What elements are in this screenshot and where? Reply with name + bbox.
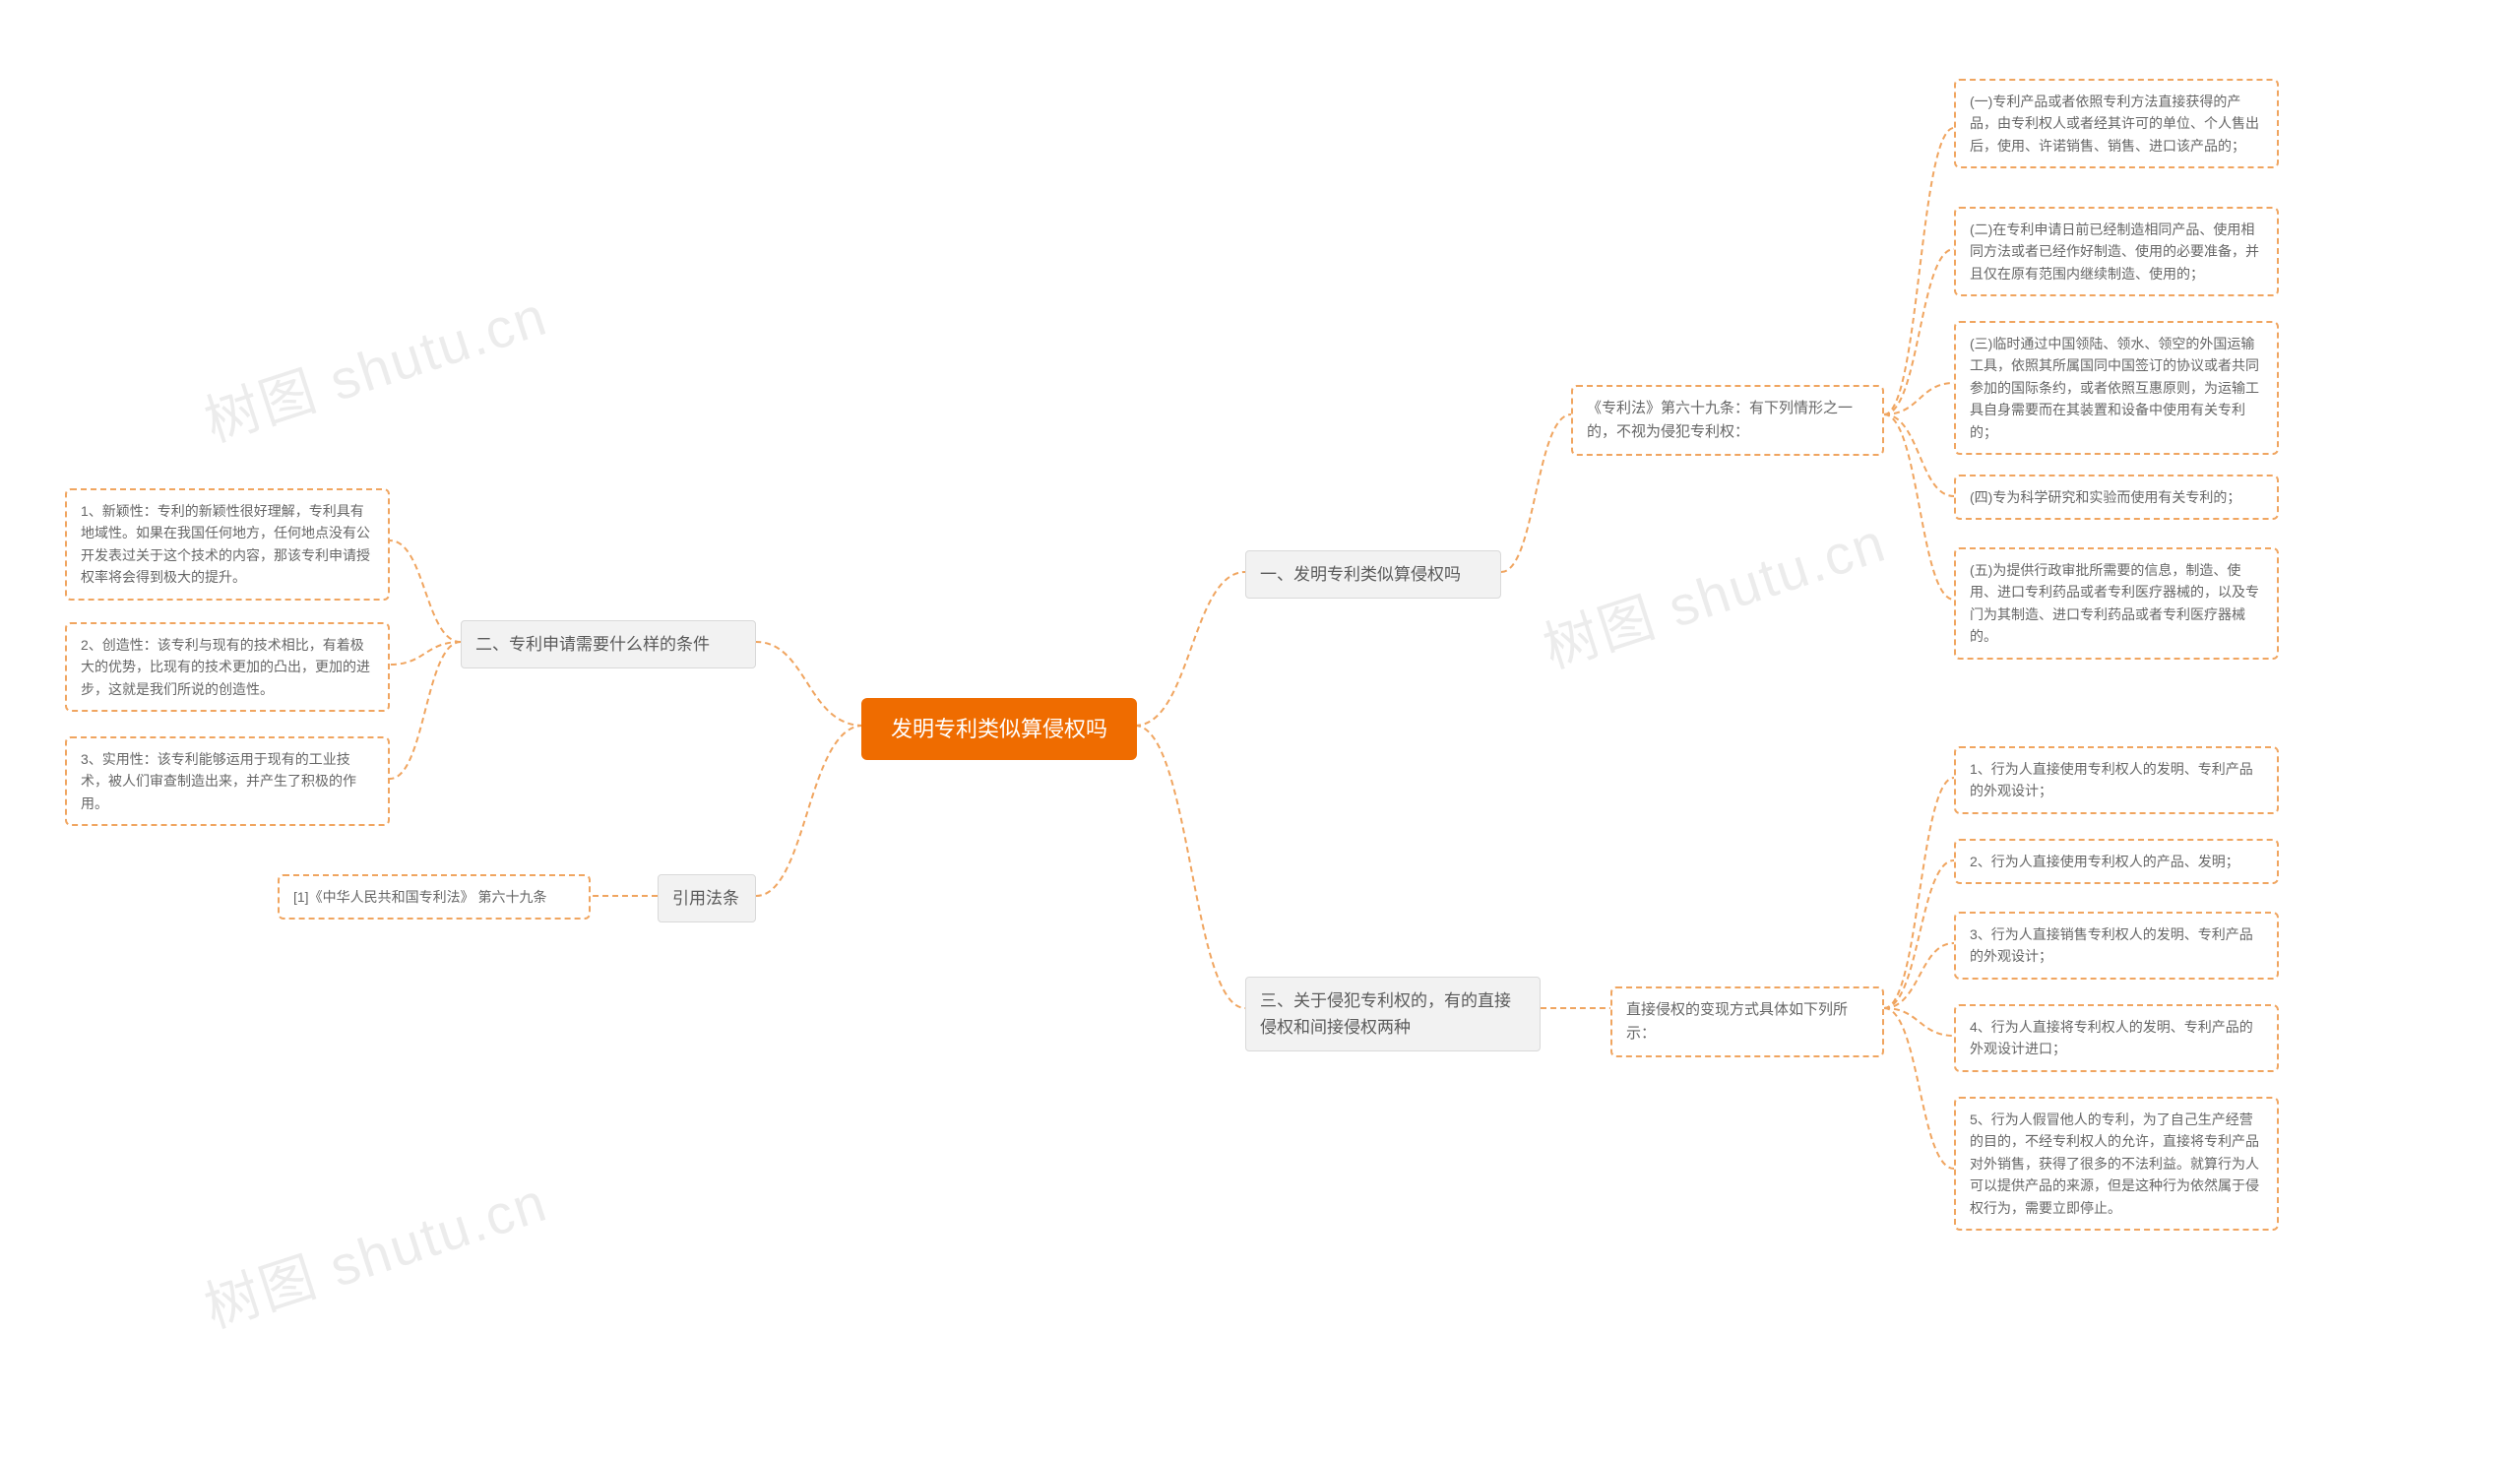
leaf-l2c[interactable]: 3、实用性：该专利能够运用于现有的工业技术，被人们审查制造出来，并产生了积极的作… — [65, 736, 390, 826]
leaf-r3a3[interactable]: 3、行为人直接销售专利权人的发明、专利产品的外观设计； — [1954, 912, 2279, 980]
root-node[interactable]: 发明专利类似算侵权吗 — [861, 698, 1137, 760]
leaf-r1a2[interactable]: (二)在专利申请日前已经制造相同产品、使用相同方法或者已经作好制造、使用的必要准… — [1954, 207, 2279, 296]
leaf-r1a4[interactable]: (四)专为科学研究和实验而使用有关专利的； — [1954, 475, 2279, 520]
leaf-r1a5[interactable]: (五)为提供行政审批所需要的信息，制造、使用、进口专利药品或者专利医疗器械的，以… — [1954, 547, 2279, 660]
sub-r3a[interactable]: 直接侵权的变现方式具体如下列所示： — [1610, 986, 1884, 1057]
leaf-r3a1[interactable]: 1、行为人直接使用专利权人的发明、专利产品的外观设计； — [1954, 746, 2279, 814]
branch-lref[interactable]: 引用法条 — [658, 874, 756, 922]
watermark: 树图 shutu.cn — [193, 1158, 556, 1344]
leaf-r3a2[interactable]: 2、行为人直接使用专利权人的产品、发明； — [1954, 839, 2279, 884]
watermark: 树图 shutu.cn — [193, 272, 556, 458]
watermark: 树图 shutu.cn — [1532, 498, 1895, 684]
branch-l2[interactable]: 二、专利申请需要什么样的条件 — [461, 620, 756, 668]
leaf-r3a4[interactable]: 4、行为人直接将专利权人的发明、专利产品的外观设计进口； — [1954, 1004, 2279, 1072]
leaf-r1a3[interactable]: (三)临时通过中国领陆、领水、领空的外国运输工具，依照其所属国同中国签订的协议或… — [1954, 321, 2279, 455]
leaf-r1a1[interactable]: (一)专利产品或者依照专利方法直接获得的产品，由专利权人或者经其许可的单位、个人… — [1954, 79, 2279, 168]
leaf-r3a5[interactable]: 5、行为人假冒他人的专利，为了自己生产经营的目的，不经专利权人的允许，直接将专利… — [1954, 1097, 2279, 1231]
leaf-l2b[interactable]: 2、创造性：该专利与现有的技术相比，有着极大的优势，比现有的技术更加的凸出，更加… — [65, 622, 390, 712]
branch-r3[interactable]: 三、关于侵犯专利权的，有的直接侵权和间接侵权两种 — [1245, 977, 1541, 1051]
branch-r1[interactable]: 一、发明专利类似算侵权吗 — [1245, 550, 1501, 599]
sub-r1a[interactable]: 《专利法》第六十九条：有下列情形之一的，不视为侵犯专利权： — [1571, 385, 1884, 456]
leaf-l2a[interactable]: 1、新颖性：专利的新颖性很好理解，专利具有地域性。如果在我国任何地方，任何地点没… — [65, 488, 390, 601]
leaf-lrefa[interactable]: [1]《中华人民共和国专利法》 第六十九条 — [278, 874, 591, 920]
